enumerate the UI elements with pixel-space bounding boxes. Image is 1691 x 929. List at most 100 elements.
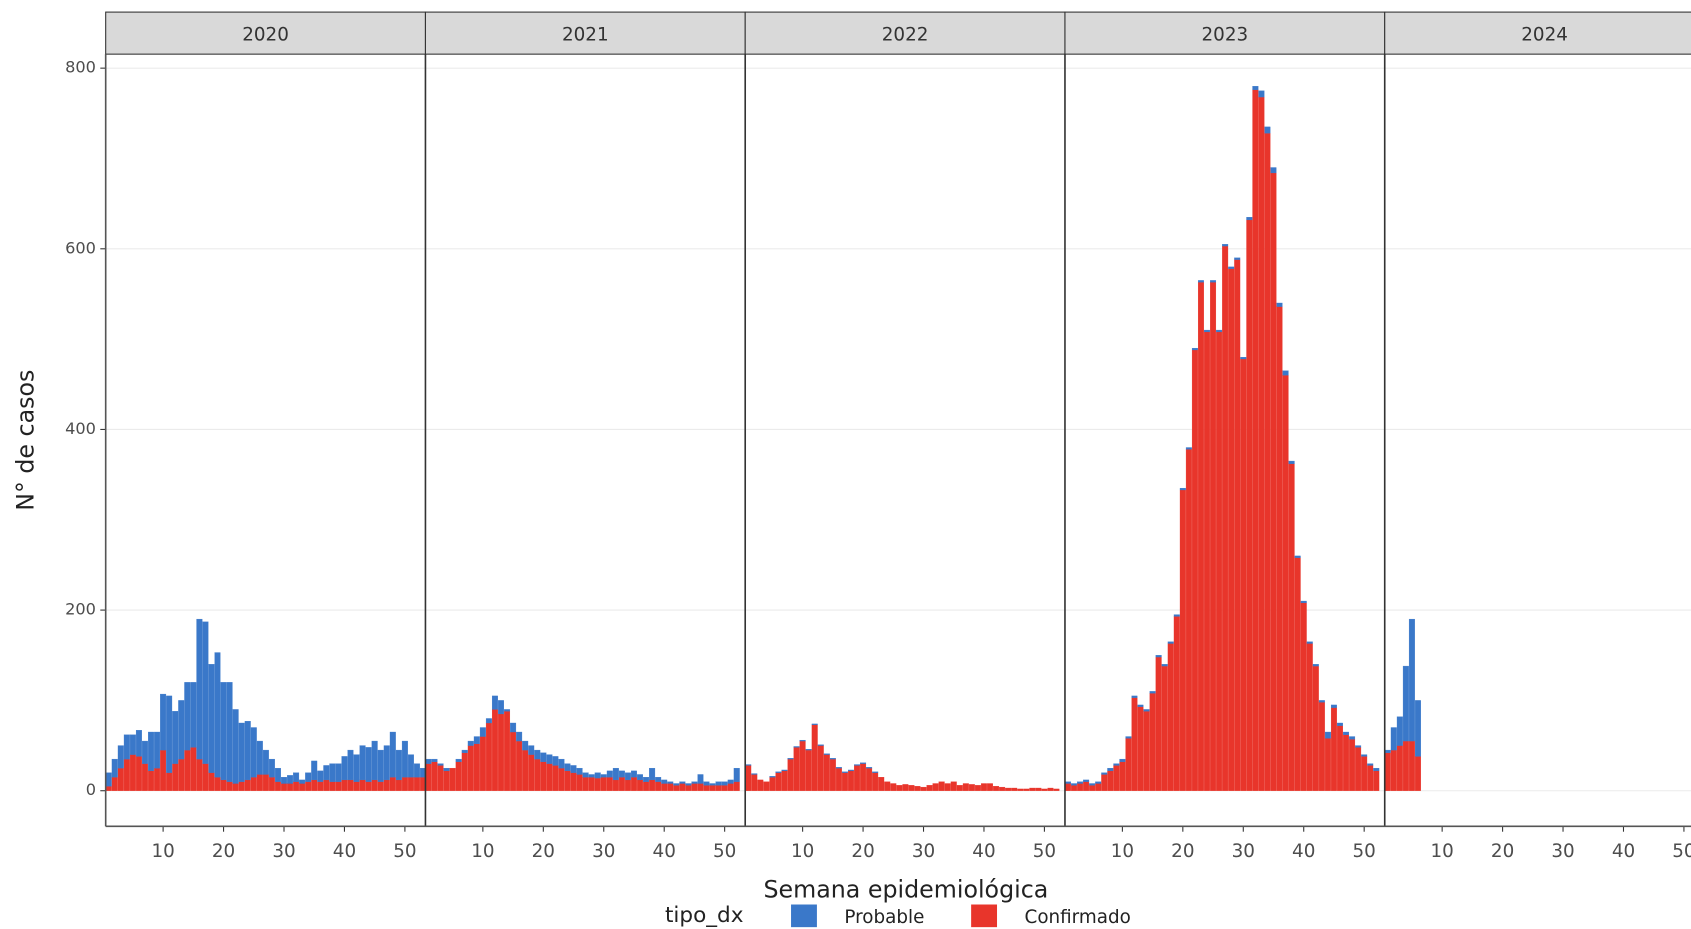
bar bbox=[1035, 787, 1042, 791]
bar bbox=[775, 771, 782, 773]
legend-label: Probable bbox=[844, 907, 924, 928]
bar bbox=[1282, 370, 1289, 376]
x-tick-label: 50 bbox=[1353, 841, 1376, 862]
bar bbox=[142, 763, 148, 791]
legend-swatch bbox=[789, 903, 818, 929]
bar bbox=[1355, 747, 1362, 791]
bar bbox=[1071, 785, 1078, 791]
bar bbox=[1337, 722, 1343, 726]
bar bbox=[1246, 217, 1253, 221]
bar bbox=[208, 772, 215, 791]
bar bbox=[1071, 783, 1078, 786]
bar bbox=[618, 770, 625, 778]
bar bbox=[347, 749, 354, 781]
bar bbox=[781, 769, 788, 772]
bar bbox=[1222, 245, 1229, 791]
bar bbox=[817, 744, 824, 746]
bar bbox=[920, 786, 927, 791]
x-tick-label: 50 bbox=[1033, 841, 1056, 862]
bar bbox=[944, 783, 951, 791]
strip-label: 2021 bbox=[562, 24, 609, 45]
bar bbox=[552, 756, 559, 766]
bar bbox=[637, 774, 644, 781]
y-tick-label: 800 bbox=[65, 58, 96, 77]
bar bbox=[510, 731, 517, 791]
bar bbox=[190, 682, 197, 748]
bar bbox=[443, 767, 450, 772]
bar bbox=[1414, 756, 1421, 791]
x-tick-label: 30 bbox=[592, 841, 615, 862]
bar bbox=[1083, 779, 1090, 782]
bar bbox=[1384, 749, 1391, 753]
bar bbox=[1191, 347, 1198, 351]
bar bbox=[1306, 643, 1313, 791]
bar bbox=[1047, 787, 1054, 791]
bar bbox=[184, 682, 191, 751]
bar bbox=[558, 758, 565, 769]
bar bbox=[311, 760, 318, 781]
bar bbox=[890, 783, 897, 791]
strip bbox=[1384, 11, 1691, 55]
bar bbox=[160, 749, 167, 791]
bar bbox=[600, 774, 607, 778]
bar bbox=[1041, 788, 1048, 791]
bar bbox=[805, 749, 812, 791]
bar bbox=[1390, 727, 1397, 751]
bar bbox=[649, 779, 656, 791]
bar bbox=[1408, 618, 1415, 742]
bar bbox=[323, 765, 330, 781]
bar bbox=[956, 785, 963, 791]
bar bbox=[769, 776, 776, 778]
bar bbox=[655, 777, 662, 782]
x-tick-label: 10 bbox=[1111, 841, 1134, 862]
bar bbox=[1113, 765, 1120, 791]
bar bbox=[123, 734, 130, 760]
bar bbox=[679, 783, 686, 791]
bar bbox=[274, 781, 281, 791]
bar bbox=[606, 770, 613, 778]
bar bbox=[709, 783, 716, 786]
bar bbox=[1294, 557, 1301, 791]
x-tick-label: 40 bbox=[1612, 841, 1635, 862]
bar bbox=[1155, 655, 1162, 658]
bar bbox=[479, 736, 486, 791]
bar bbox=[1240, 358, 1247, 791]
bar bbox=[763, 781, 770, 791]
bar bbox=[1349, 736, 1356, 740]
bar bbox=[1228, 266, 1235, 269]
bar bbox=[401, 777, 408, 791]
bar bbox=[281, 777, 287, 784]
bar bbox=[443, 770, 450, 791]
bar bbox=[962, 783, 969, 791]
bar bbox=[105, 786, 112, 791]
bar bbox=[1264, 133, 1271, 791]
bar bbox=[1125, 736, 1132, 739]
bar bbox=[1023, 788, 1030, 791]
bar bbox=[848, 770, 854, 791]
bar bbox=[817, 745, 824, 791]
bar bbox=[214, 777, 221, 791]
bar bbox=[437, 765, 444, 791]
bar bbox=[268, 758, 275, 778]
bar bbox=[570, 772, 577, 791]
bar bbox=[154, 767, 161, 791]
bar bbox=[932, 783, 939, 791]
bar bbox=[172, 711, 179, 764]
bar bbox=[1373, 770, 1380, 791]
bar bbox=[244, 779, 251, 791]
bar bbox=[389, 777, 396, 791]
bar bbox=[624, 772, 631, 781]
x-tick-label: 40 bbox=[1292, 841, 1315, 862]
y-tick-label: 400 bbox=[65, 419, 96, 438]
bar bbox=[999, 786, 1006, 791]
bar bbox=[1312, 665, 1319, 791]
bar bbox=[491, 695, 498, 710]
bar bbox=[1361, 754, 1368, 757]
bar bbox=[1240, 357, 1247, 360]
bar bbox=[606, 777, 613, 791]
bar bbox=[1270, 167, 1277, 174]
bar bbox=[238, 781, 245, 791]
bar bbox=[841, 771, 848, 773]
bar bbox=[968, 784, 975, 791]
bar bbox=[1252, 89, 1259, 791]
